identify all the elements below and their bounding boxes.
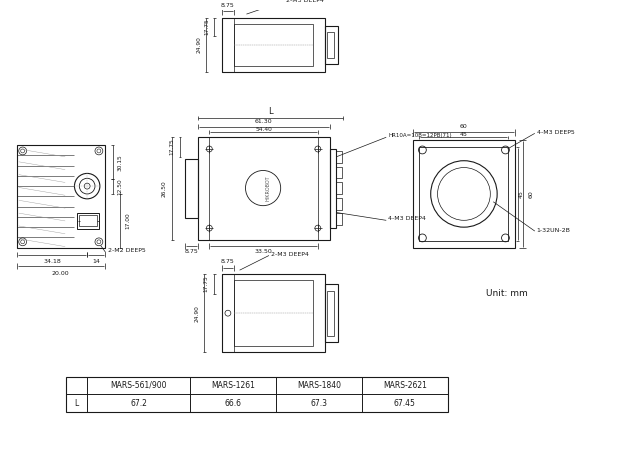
Text: 20.00: 20.00 <box>52 270 69 275</box>
Bar <box>222 18 325 72</box>
Text: 45: 45 <box>518 190 524 198</box>
Text: 61.30: 61.30 <box>255 119 272 124</box>
Text: MARS-1261: MARS-1261 <box>211 381 255 390</box>
Text: 24.90: 24.90 <box>197 36 202 54</box>
Text: 12.50: 12.50 <box>118 178 123 195</box>
Bar <box>222 274 234 352</box>
Bar <box>325 26 339 64</box>
Text: 67.3: 67.3 <box>310 399 327 408</box>
Bar <box>78 213 99 229</box>
Bar <box>234 280 313 346</box>
Text: Unit: mm: Unit: mm <box>486 289 528 298</box>
Bar <box>413 140 515 248</box>
Text: 34.18: 34.18 <box>43 259 61 264</box>
Bar <box>222 18 234 72</box>
Bar <box>234 24 313 66</box>
Text: 30.15: 30.15 <box>118 154 123 171</box>
Bar <box>420 147 508 241</box>
Text: 17.75: 17.75 <box>204 275 209 292</box>
Text: 4-M3 DEEP4: 4-M3 DEEP4 <box>388 216 426 221</box>
Bar <box>79 216 97 226</box>
Text: 8.75: 8.75 <box>185 249 198 254</box>
Bar <box>337 166 342 178</box>
Text: 45: 45 <box>460 132 468 137</box>
Text: 54.40: 54.40 <box>255 127 272 132</box>
Text: 17.00: 17.00 <box>126 212 131 229</box>
Text: HIKROBOT: HIKROBOT <box>265 175 270 201</box>
Text: 33.50: 33.50 <box>255 249 272 254</box>
Text: MARS-2621: MARS-2621 <box>383 381 427 390</box>
Bar <box>337 182 342 194</box>
Text: 67.2: 67.2 <box>130 399 147 408</box>
Text: 17.75: 17.75 <box>205 18 210 35</box>
Bar <box>327 32 334 58</box>
Text: 2-M3 DEEP4: 2-M3 DEEP4 <box>271 252 309 257</box>
Text: 60: 60 <box>528 190 533 198</box>
Bar <box>325 284 339 342</box>
Bar <box>185 159 198 218</box>
Text: 26.50: 26.50 <box>162 180 167 197</box>
Bar <box>337 198 342 210</box>
Bar <box>337 151 342 162</box>
Text: 8.75: 8.75 <box>221 259 235 264</box>
Text: MARS-561/900: MARS-561/900 <box>110 381 167 390</box>
Bar <box>222 274 325 352</box>
Text: 14: 14 <box>92 259 100 264</box>
Text: 66.6: 66.6 <box>224 399 241 408</box>
Text: 17.75: 17.75 <box>170 139 175 155</box>
Bar <box>330 149 337 228</box>
Text: 2-M2 DEEP5: 2-M2 DEEP5 <box>108 248 146 253</box>
Text: MARS-1840: MARS-1840 <box>297 381 341 390</box>
Bar <box>337 213 342 225</box>
Bar <box>17 145 105 248</box>
Text: L: L <box>74 399 79 408</box>
Text: 67.45: 67.45 <box>394 399 416 408</box>
Text: 4-M3 DEEP5: 4-M3 DEEP5 <box>537 130 575 135</box>
Text: 2-M3 DEEP4: 2-M3 DEEP4 <box>286 0 324 3</box>
Text: L: L <box>268 108 273 117</box>
Text: HR10A=10B=12PB(71): HR10A=10B=12PB(71) <box>388 133 452 138</box>
Bar <box>327 291 334 336</box>
Text: 1-32UN-2B: 1-32UN-2B <box>537 228 570 233</box>
Text: 60: 60 <box>460 124 468 129</box>
Bar <box>66 377 448 412</box>
Text: 8.75: 8.75 <box>221 3 235 8</box>
Text: 24.90: 24.90 <box>194 305 199 322</box>
Bar <box>198 137 330 240</box>
